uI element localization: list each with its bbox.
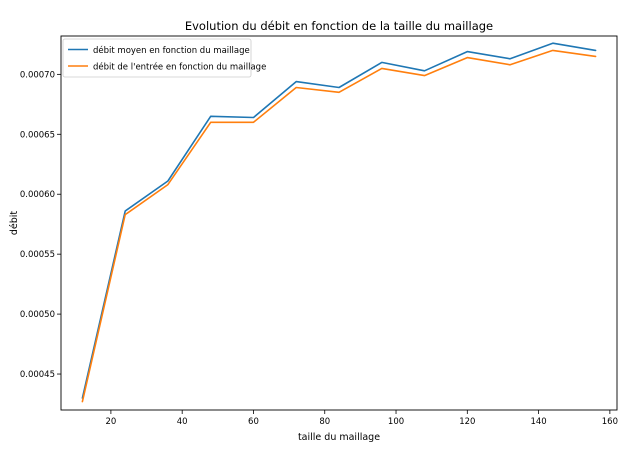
x-axis: 20 40 60 80 100 120 140 160 <box>105 410 618 427</box>
legend: débit moyen en fonction du maillage débi… <box>62 38 266 78</box>
y-tick-label: 0.00050 <box>20 310 55 320</box>
x-tick-label: 60 <box>248 417 259 427</box>
x-tick-label: 140 <box>530 417 546 427</box>
x-tick-label: 160 <box>602 417 618 427</box>
y-tick-label: 0.00055 <box>20 250 55 260</box>
series-lines <box>81 42 597 403</box>
y-axis: 0.00045 0.00050 0.00055 0.00060 0.00065 0.000… <box>20 70 61 380</box>
x-tick-label: 40 <box>177 417 188 427</box>
legend-box <box>62 38 252 78</box>
y-axis-label: débit <box>9 211 20 236</box>
plot-frame <box>60 35 618 411</box>
y-tick-label: 0.00060 <box>20 190 55 200</box>
series-line-2 <box>81 49 597 403</box>
y-tick-label: 0.00065 <box>20 130 55 140</box>
y-tick-label: 0.00045 <box>20 370 55 380</box>
x-tick-label: 20 <box>105 417 116 427</box>
series-line-1 <box>81 42 597 399</box>
chart-title: Evolution du débit en fonction de la tai… <box>185 19 493 33</box>
x-tick-label: 80 <box>319 417 330 427</box>
x-tick-label: 100 <box>388 417 404 427</box>
legend-label-1: débit moyen en fonction du maillage <box>93 45 250 56</box>
y-tick-label: 0.00070 <box>20 70 55 80</box>
legend-label-2: débit de l'entrée en fonction du maillag… <box>93 62 266 73</box>
x-tick-label: 120 <box>459 417 475 427</box>
x-axis-label: taille du maillage <box>298 432 380 443</box>
